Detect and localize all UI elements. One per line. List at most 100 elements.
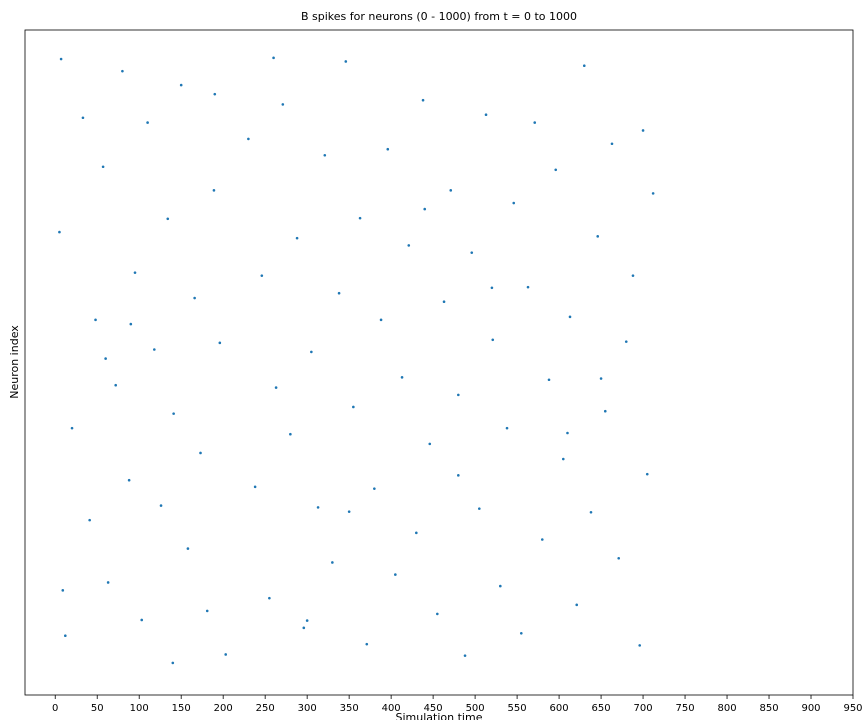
x-tick-label: 0 <box>52 703 58 714</box>
x-tick-label: 100 <box>130 703 149 714</box>
spike <box>153 348 156 351</box>
spike <box>624 340 628 343</box>
x-tick-label: 500 <box>466 703 485 714</box>
spike <box>421 98 425 102</box>
spike <box>64 634 67 638</box>
spike <box>651 192 655 195</box>
x-axis-label: Simulation time <box>396 711 483 720</box>
spike <box>305 619 309 622</box>
spike <box>547 378 551 382</box>
spike <box>568 315 572 319</box>
spike <box>589 510 593 514</box>
spike <box>199 451 202 455</box>
x-tick-label: 600 <box>550 703 569 714</box>
spike <box>484 113 488 117</box>
spike <box>213 92 217 96</box>
x-tick-label: 150 <box>172 703 191 714</box>
spike <box>159 504 163 507</box>
spike <box>272 56 275 60</box>
spike <box>127 478 131 482</box>
spike <box>253 485 257 489</box>
spike <box>337 291 341 295</box>
spike <box>428 442 432 446</box>
spike <box>316 506 320 509</box>
spike <box>394 573 397 576</box>
spike <box>281 103 285 106</box>
spike <box>379 318 383 322</box>
spike <box>268 596 271 600</box>
spike <box>478 507 481 510</box>
spike <box>186 547 190 550</box>
spike <box>490 286 494 290</box>
x-tick-label: 200 <box>214 703 233 714</box>
spike <box>133 271 137 274</box>
spike <box>561 457 565 461</box>
spike <box>352 405 355 409</box>
spike <box>596 235 600 238</box>
spike <box>463 654 467 657</box>
spike <box>104 357 107 360</box>
x-tick-label: 850 <box>759 703 778 714</box>
spike <box>129 322 133 326</box>
spike <box>247 137 250 141</box>
x-tick-label: 450 <box>424 703 443 714</box>
spike <box>645 472 649 476</box>
spike <box>114 383 117 387</box>
spike <box>224 653 228 656</box>
x-tick-label: 250 <box>256 703 275 714</box>
spike <box>610 142 614 146</box>
spike <box>331 561 334 564</box>
spike <box>58 230 61 234</box>
spike <box>436 612 439 616</box>
spike <box>88 518 91 522</box>
spike <box>295 236 299 240</box>
spike <box>582 64 586 68</box>
plot-frame <box>24 29 854 696</box>
x-tick-label: 950 <box>843 703 862 714</box>
spike <box>617 556 621 560</box>
spike <box>599 377 603 380</box>
spike <box>575 603 579 607</box>
x-tick-label: 800 <box>717 703 736 714</box>
spike <box>172 412 175 415</box>
spike <box>457 474 460 477</box>
spike <box>260 274 264 277</box>
spike <box>566 431 569 435</box>
spike <box>347 510 351 513</box>
spike <box>94 318 97 322</box>
spike <box>386 147 390 151</box>
spike <box>106 581 110 584</box>
x-tick-label: 350 <box>340 703 359 714</box>
spike <box>171 661 175 665</box>
spike <box>540 538 544 541</box>
spike <box>491 338 495 342</box>
spike <box>193 296 196 300</box>
spike <box>344 60 348 63</box>
y-axis-label: Neuron index <box>8 325 21 399</box>
spike <box>373 487 376 490</box>
spike <box>423 207 427 211</box>
x-tick-label: 550 <box>508 703 527 714</box>
spike <box>499 584 502 588</box>
spike <box>554 168 558 172</box>
x-tick-label: 750 <box>676 703 695 714</box>
x-tick-label: 50 <box>91 703 104 714</box>
spike <box>289 432 292 436</box>
spike <box>212 189 216 192</box>
x-tick-label: 700 <box>634 703 653 714</box>
spike <box>400 376 404 379</box>
spike <box>641 129 645 132</box>
x-tick-label: 900 <box>801 703 820 714</box>
spike <box>323 153 327 157</box>
spike <box>457 393 460 397</box>
spike <box>512 201 516 205</box>
spike <box>631 274 635 277</box>
spike <box>505 426 509 430</box>
spike <box>146 121 149 124</box>
spike <box>603 409 607 413</box>
spike <box>415 531 418 535</box>
spike <box>407 244 411 247</box>
x-tick-label: 300 <box>298 703 317 714</box>
spike <box>358 216 362 220</box>
